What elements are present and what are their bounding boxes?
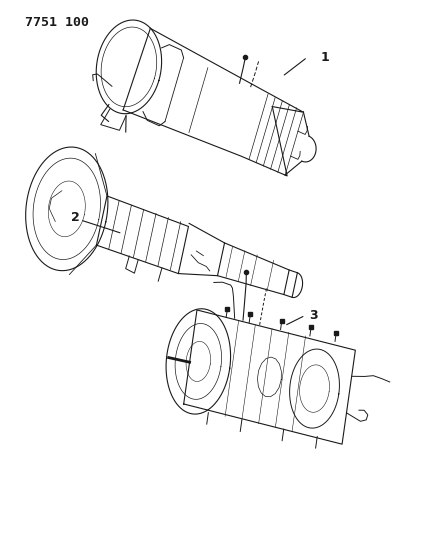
Text: 2: 2 [71,211,80,224]
Text: 3: 3 [309,309,318,322]
Text: 1: 1 [320,51,329,63]
Text: 7751 100: 7751 100 [25,16,89,29]
